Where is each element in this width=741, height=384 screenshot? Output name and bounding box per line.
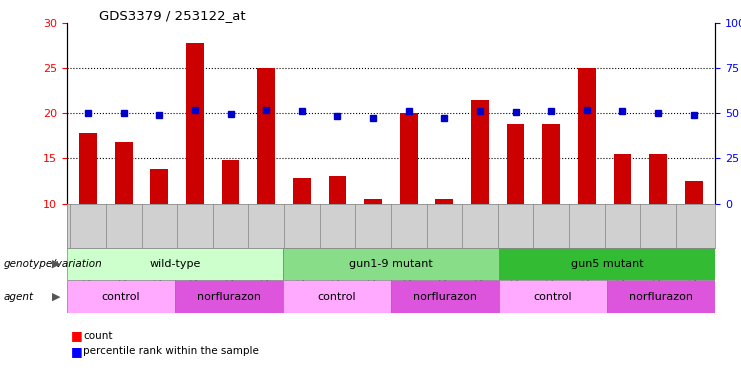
Bar (79, 133, 97, 204)
Bar (499, 280, 607, 313)
Bar (150, 169, 168, 204)
Text: percentile rank within the sample: percentile rank within the sample (83, 346, 259, 356)
Bar (507, 124, 525, 204)
Text: wild-type: wild-type (149, 259, 200, 269)
Bar (685, 181, 702, 204)
Bar (175, 280, 283, 313)
Bar (364, 199, 382, 204)
Bar (471, 100, 489, 204)
Bar (293, 178, 310, 204)
Bar (400, 113, 418, 204)
Bar (115, 142, 133, 204)
Bar (542, 124, 560, 204)
Text: ▶: ▶ (53, 291, 61, 302)
Bar (67, 248, 283, 280)
Bar (391, 280, 499, 313)
Text: control: control (534, 291, 572, 302)
Text: ■: ■ (70, 345, 82, 358)
Bar (222, 160, 239, 204)
Bar (328, 177, 346, 204)
Text: agent: agent (4, 291, 34, 302)
Text: control: control (318, 291, 356, 302)
Bar (283, 248, 499, 280)
Text: count: count (83, 331, 113, 341)
Text: genotype/variation: genotype/variation (4, 259, 102, 269)
Bar (257, 68, 275, 204)
Bar (499, 248, 715, 280)
Text: control: control (102, 291, 140, 302)
Text: gun1-9 mutant: gun1-9 mutant (349, 259, 433, 269)
Bar (607, 280, 715, 313)
Bar (186, 43, 204, 204)
Bar (578, 68, 596, 204)
Text: norflurazon: norflurazon (413, 291, 477, 302)
Bar (283, 280, 391, 313)
Text: ▶: ▶ (53, 259, 61, 269)
Bar (614, 154, 631, 204)
Text: gun5 mutant: gun5 mutant (571, 259, 643, 269)
Text: norflurazon: norflurazon (197, 291, 261, 302)
Bar (436, 199, 453, 204)
Text: norflurazon: norflurazon (629, 291, 693, 302)
Bar (649, 154, 667, 204)
Text: ■: ■ (70, 329, 82, 343)
Bar (67, 280, 175, 313)
Text: GDS3379 / 253122_at: GDS3379 / 253122_at (99, 9, 246, 22)
